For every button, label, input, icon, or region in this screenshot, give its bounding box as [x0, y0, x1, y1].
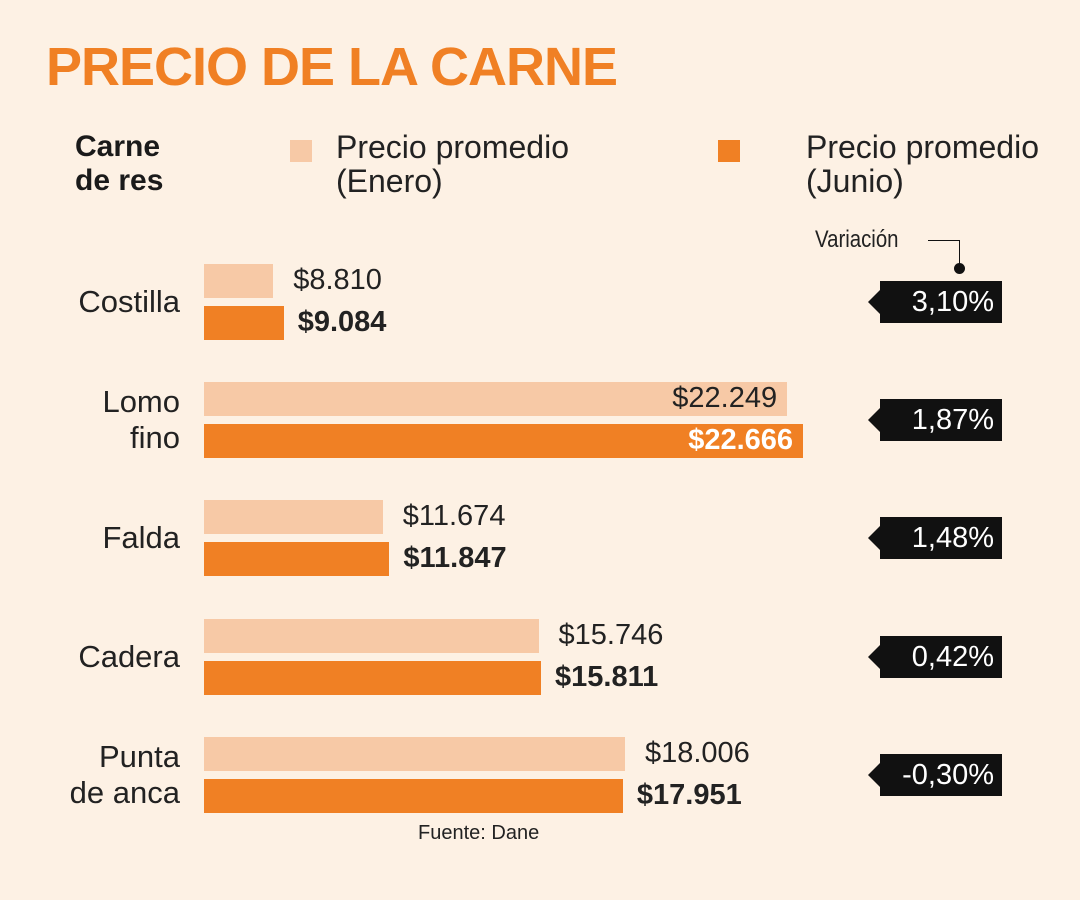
- value-label: $8.810: [293, 264, 382, 296]
- variation-notch: [868, 289, 881, 315]
- category-label: Cadera: [78, 638, 180, 674]
- variation-tag: -0,30%: [880, 753, 1002, 796]
- variation-notch: [868, 525, 881, 552]
- leader-line: [959, 240, 960, 266]
- bar: [204, 618, 539, 653]
- variation-label: Variación: [815, 226, 899, 253]
- legend-label: Precio promedio (Enero): [336, 129, 569, 199]
- value-label: $11.674: [402, 500, 506, 533]
- variation-tag: 0,42%: [880, 635, 1002, 678]
- variation-notch: [868, 761, 881, 788]
- value-label: $18.006: [644, 736, 750, 769]
- variation-tag: 1,87%: [880, 399, 1002, 442]
- leader-dot: [954, 263, 965, 274]
- category-label: Costilla: [78, 284, 180, 319]
- category-label: Lomo fino: [102, 384, 180, 456]
- bar: [204, 778, 623, 813]
- bar: [204, 736, 625, 771]
- source: Fuente: Dane: [418, 822, 540, 844]
- variation-tag: 3,10%: [880, 281, 1002, 323]
- value-label: $11.847: [403, 542, 507, 575]
- bar: [204, 500, 383, 535]
- value-label: $22.249: [672, 382, 778, 415]
- variation-tag: 1,48%: [880, 517, 1002, 560]
- bar: [204, 264, 274, 298]
- chart-title: PRECIO DE LA CARNE: [46, 37, 618, 97]
- variation-notch: [868, 407, 881, 434]
- bar: [204, 542, 390, 577]
- legend-swatch: [290, 140, 312, 162]
- category-label: Punta de anca: [69, 738, 180, 810]
- bar: [204, 306, 284, 340]
- leader-line: [928, 240, 960, 241]
- value-label: $22.666: [688, 424, 794, 457]
- bar: [204, 382, 788, 417]
- category-header: Carne de res: [75, 130, 164, 197]
- variation-notch: [868, 643, 881, 670]
- bar: [204, 660, 542, 695]
- legend-swatch: [718, 140, 740, 162]
- legend-label: Precio promedio (Junio): [806, 129, 1039, 199]
- category-label: Falda: [102, 520, 180, 556]
- value-label: $15.811: [555, 660, 659, 693]
- value-label: $17.951: [636, 778, 742, 811]
- value-label: $9.084: [297, 306, 387, 338]
- value-label: $15.746: [558, 618, 664, 651]
- bar: [204, 424, 804, 459]
